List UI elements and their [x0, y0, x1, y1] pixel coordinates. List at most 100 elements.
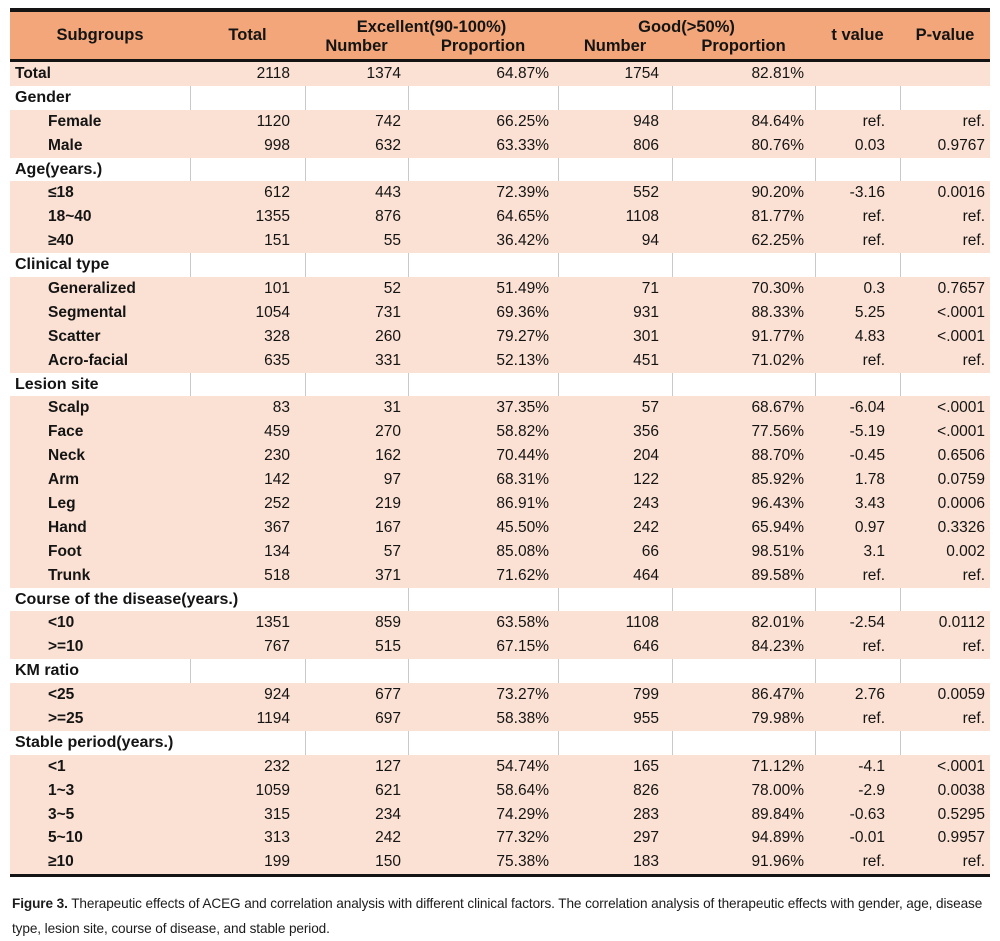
section-empty-cell — [407, 372, 558, 397]
cell-value: ref. — [962, 208, 986, 226]
row-label: Female — [48, 112, 102, 130]
section-empty-cell — [407, 157, 558, 182]
cell-value: 77.32% — [496, 829, 549, 847]
row-label: 18~40 — [48, 208, 92, 226]
cell-value: 515 — [375, 638, 401, 656]
cell-value: <.0001 — [937, 399, 986, 417]
cell-value: 86.47% — [751, 686, 805, 704]
cell-value: 260 — [375, 327, 401, 345]
cell-value: 127 — [375, 757, 401, 775]
cell-value: 91.96% — [751, 853, 805, 871]
cell-value: 204 — [633, 447, 659, 465]
cell-value: 242 — [633, 518, 659, 536]
col-header-excellent-number: Number — [305, 37, 408, 61]
row-label: Leg — [48, 494, 76, 512]
table-row: 5~10 313 242 77.32% 297 94.89% -0.01 0.9957 — [10, 826, 991, 851]
row-label: >=10 — [48, 638, 84, 656]
cell-value: 150 — [375, 853, 401, 871]
cell-value: 301 — [633, 327, 659, 345]
section-empty-cell — [304, 730, 408, 755]
col-header-good-number: Number — [558, 37, 672, 61]
cell-value: ref. — [862, 709, 886, 727]
table-row: Leg 252 219 86.91% 243 96.43% 3.43 0.0006 — [10, 492, 991, 516]
cell-value: 313 — [264, 829, 290, 847]
section-empty-cell — [814, 253, 901, 278]
cell-value: 998 — [264, 136, 290, 154]
cell-value: 1108 — [625, 208, 659, 226]
figure-caption-text: Therapeutic effects of ACEG and correlat… — [12, 896, 983, 936]
table-row: Neck 230 162 70.44% 204 88.70% -0.45 0.6506 — [10, 444, 991, 469]
row-label: Male — [48, 136, 83, 154]
row-label: Acro-facial — [48, 351, 129, 369]
cell-value: 199 — [264, 853, 290, 871]
cell-value: 243 — [633, 494, 659, 512]
cell-value: 65.94% — [751, 518, 805, 536]
cell-value: 52.13% — [496, 351, 549, 369]
cell-value: 0.7657 — [937, 279, 986, 297]
cell-value: 79.27% — [496, 327, 549, 345]
cell-value: 767 — [264, 638, 290, 656]
cell-value: 0.0112 — [938, 614, 986, 632]
table-row: Scalp 83 31 37.35% 57 68.67% -6.04 <.0001 — [10, 396, 991, 421]
cell-value: 51.49% — [496, 279, 549, 297]
cell-value: 84.64% — [751, 112, 805, 130]
table-row: 18~40 1355 876 64.65% 1108 81.77% ref. ref. — [10, 205, 991, 230]
section-empty-cell — [189, 659, 305, 684]
section-empty-cell — [814, 157, 901, 182]
cell-value: 1.78 — [854, 471, 886, 489]
cell-value: 1374 — [366, 64, 401, 82]
cell-value: ref. — [962, 566, 986, 584]
section-empty-cell — [671, 157, 816, 182]
cell-value: 5.25 — [854, 303, 886, 321]
cell-value — [815, 61, 900, 86]
section-empty-cell — [899, 730, 991, 755]
cell-value: ref. — [862, 232, 886, 250]
cell-value: 677 — [375, 686, 401, 704]
section-empty-cell — [899, 85, 991, 110]
section-label: Stable period(years.) — [15, 733, 174, 751]
section-empty-cell — [899, 659, 991, 684]
row-label: Face — [48, 423, 84, 441]
table-row: <10 1351 859 63.58% 1108 82.01% -2.54 0.0112 — [10, 611, 991, 636]
cell-value: 58.64% — [496, 781, 549, 799]
section-row: KM ratio — [10, 659, 991, 684]
table-row: Acro-facial 635 331 52.13% 451 71.02% ref. ref. — [10, 348, 991, 373]
row-label: <25 — [48, 686, 75, 704]
cell-value: 1351 — [255, 614, 290, 632]
table-row: <25 924 677 73.27% 799 86.47% 2.76 0.0059 — [10, 683, 991, 708]
cell-value: 0.9957 — [937, 829, 986, 847]
section-empty-cell — [814, 372, 901, 397]
table-header: Subgroups Total Excellent(90-100%) Good(… — [10, 10, 991, 61]
cell-value: -3.16 — [849, 184, 886, 202]
row-label: Generalized — [48, 279, 136, 297]
cell-value: ref. — [962, 232, 986, 250]
cell-value: 68.67% — [751, 399, 805, 417]
cell-value: 67.15% — [496, 638, 549, 656]
cell-value: 742 — [375, 112, 401, 130]
table-row: ≤18 612 443 72.39% 552 90.20% -3.16 0.0016 — [10, 181, 991, 206]
cell-value: 63.58% — [496, 614, 549, 632]
cell-value: 71 — [641, 279, 659, 297]
row-label: ≥40 — [48, 232, 74, 250]
cell-value: 328 — [264, 327, 290, 345]
cell-value: 57 — [641, 399, 659, 417]
cell-value: 55 — [383, 232, 401, 250]
section-empty-cell — [189, 253, 305, 278]
cell-value: 66 — [641, 542, 659, 560]
cell-value: -0.01 — [849, 829, 886, 847]
cell-value: 71.62% — [496, 566, 549, 584]
col-header-t-value: t value — [815, 10, 901, 61]
cell-value: 234 — [375, 805, 401, 823]
cell-value: -2.9 — [858, 781, 886, 799]
cell-value: ref. — [962, 112, 986, 130]
cell-value: 0.6506 — [937, 447, 986, 465]
table-row: Female 1120 742 66.25% 948 84.64% ref. ref. — [10, 109, 991, 134]
cell-value — [900, 61, 990, 86]
cell-value: 37.35% — [496, 399, 549, 417]
cell-value: 632 — [375, 136, 401, 154]
section-label: Course of the disease(years.) — [15, 590, 239, 608]
section-empty-cell — [557, 730, 672, 755]
cell-value: ref. — [862, 208, 886, 226]
cell-value: -2.54 — [849, 614, 886, 632]
cell-value: 52 — [383, 279, 401, 297]
